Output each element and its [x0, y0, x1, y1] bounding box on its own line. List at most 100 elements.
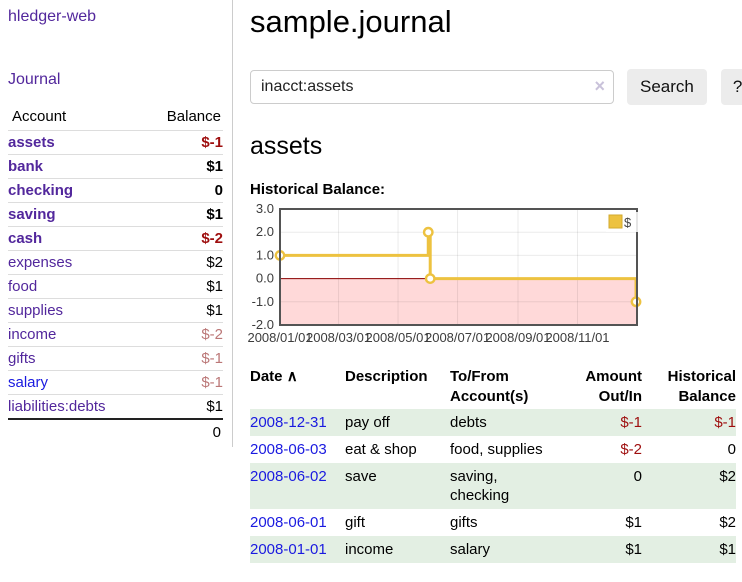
transaction-accounts: gifts — [450, 514, 478, 531]
account-name-cell: assets — [8, 130, 141, 155]
date-header-label: Date — [250, 368, 283, 385]
accounts-table-body: assets $-1 bank $1 checking 0 saving $1 cash $-2 e… — [8, 130, 223, 420]
transaction-accounts: debts — [450, 414, 487, 431]
svg-text:-2.0: -2.0 — [252, 317, 274, 332]
search-input[interactable] — [250, 70, 614, 104]
sidebar-account-link-cash[interactable]: cash — [8, 230, 43, 247]
date-sort-header[interactable]: Date ∧ — [250, 365, 345, 409]
account-row: salary $-1 — [8, 370, 223, 395]
account-name-cell: income — [8, 322, 141, 347]
account-name-cell: bank — [8, 154, 141, 179]
transaction-balance: $-1 — [714, 414, 736, 431]
transaction-row: 2008-12-31 pay off debts $-1 $-1 — [250, 409, 736, 436]
sidebar-account-link-expenses[interactable]: expenses — [8, 254, 73, 271]
transaction-description: pay off — [345, 414, 390, 431]
sort-ascending-icon: ∧ — [286, 368, 298, 385]
account-balance: $1 — [140, 154, 223, 179]
account-row: assets $-1 — [8, 130, 223, 155]
sidebar-account-link-gifts[interactable]: gifts — [8, 350, 36, 367]
sidebar-item-journal[interactable]: Journal — [8, 71, 61, 88]
transaction-date-link[interactable]: 2008-06-03 — [250, 441, 327, 458]
account-balance: $2 — [140, 250, 223, 275]
chart-heading: Historical Balance: — [250, 181, 386, 198]
account-name-cell: liabilities:debts — [8, 394, 141, 420]
account-name-cell: supplies — [8, 298, 141, 323]
svg-text:3.0: 3.0 — [256, 201, 274, 216]
sidebar: hledger-web Journal Account Balance asse… — [0, 0, 233, 447]
account-balance: $-1 — [140, 370, 223, 395]
sidebar-account-link-supplies[interactable]: supplies — [8, 302, 64, 319]
svg-text:1.0: 1.0 — [256, 247, 274, 262]
tofrom-header: To/From Account(s) — [450, 368, 529, 405]
register-header-row: Date ∧ Description To/From Account(s) Am… — [250, 365, 736, 409]
transaction-description: save — [345, 468, 377, 485]
transaction-row: 2008-06-02 save saving, checking 0 $2 — [250, 463, 736, 509]
sidebar-account-link-liabilities-debts[interactable]: liabilities:debts — [8, 398, 106, 415]
svg-text:2008/05/01: 2008/05/01 — [365, 330, 430, 345]
account-name-cell: expenses — [8, 250, 141, 275]
svg-text:$: $ — [624, 215, 632, 230]
account-name-cell: saving — [8, 202, 141, 227]
svg-text:0.0: 0.0 — [256, 271, 274, 286]
account-name-cell: food — [8, 274, 141, 299]
account-row: cash $-2 — [8, 226, 223, 251]
sidebar-account-link-checking[interactable]: checking — [8, 182, 74, 199]
transaction-row: 2008-06-01 gift gifts $1 $2 — [250, 509, 736, 536]
account-balance: $-2 — [140, 226, 223, 251]
transaction-date-link[interactable]: 2008-01-01 — [250, 541, 327, 558]
account-row: gifts $-1 — [8, 346, 223, 371]
historical-balance-chart: $3.0 2.0 1.0 0.0 -1.0 -2.02008/01/012008/03/0… — [247, 201, 642, 345]
app-brand-link[interactable]: hledger-web — [8, 8, 97, 25]
transaction-amount: $-1 — [620, 414, 642, 431]
transaction-description: eat & shop — [345, 441, 417, 458]
sidebar-account-link-bank[interactable]: bank — [8, 158, 44, 175]
account-row: bank $1 — [8, 154, 223, 179]
register-table-body: 2008-12-31 pay off debts $-1 $-1 2008-06-03 ea… — [250, 409, 736, 563]
sidebar-account-link-salary[interactable]: salary — [8, 374, 49, 391]
accounts-col-balance: Balance — [140, 106, 223, 131]
account-row: liabilities:debts $1 — [8, 394, 223, 420]
transaction-row: 2008-06-03 eat & shop food, supplies $-2 0 — [250, 436, 736, 463]
account-row: expenses $2 — [8, 250, 223, 275]
search-button[interactable]: Search — [627, 69, 707, 105]
transaction-accounts: salary — [450, 541, 491, 558]
transaction-date-cell: 2008-01-01 — [250, 536, 345, 563]
transaction-balance: $2 — [719, 468, 736, 485]
main-content: sample.journal × Search ? assets Histori… — [234, 0, 742, 563]
account-name-cell: checking — [8, 178, 141, 203]
register-account-title: assets — [250, 132, 323, 160]
transaction-description: gift — [345, 514, 366, 531]
register-table: Date ∧ Description To/From Account(s) Am… — [250, 365, 736, 563]
svg-text:2008/01/01: 2008/01/01 — [247, 330, 312, 345]
transaction-date-link[interactable]: 2008-06-01 — [250, 514, 327, 531]
accounts-header-row: Account Balance — [8, 106, 223, 131]
transaction-balance: $2 — [719, 514, 736, 531]
account-balance: $1 — [140, 274, 223, 299]
account-name-cell: gifts — [8, 346, 141, 371]
account-row: saving $1 — [8, 202, 223, 227]
account-balance: $1 — [140, 202, 223, 227]
search-bar: × Search ? — [250, 69, 742, 105]
sidebar-account-link-saving[interactable]: saving — [8, 206, 56, 223]
accounts-total-value: 0 — [8, 418, 223, 445]
sidebar-account-link-assets[interactable]: assets — [8, 134, 55, 151]
svg-text:2008/09/01: 2008/09/01 — [485, 330, 550, 345]
accounts-table: Account Balance assets $-1 bank $1 checking 0… — [8, 106, 223, 445]
sidebar-account-link-food[interactable]: food — [8, 278, 38, 295]
transaction-date-link[interactable]: 2008-06-02 — [250, 468, 327, 485]
transaction-date-link[interactable]: 2008-12-31 — [250, 414, 327, 431]
svg-text:-1.0: -1.0 — [252, 294, 274, 309]
transaction-accounts: food, supplies — [450, 441, 543, 458]
amount-header: Amount Out/In — [585, 368, 642, 405]
sidebar-account-link-income[interactable]: income — [8, 326, 57, 343]
clear-search-icon[interactable]: × — [594, 76, 605, 96]
account-row: food $1 — [8, 274, 223, 299]
transaction-date-cell: 2008-06-02 — [250, 463, 345, 509]
description-header: Description — [345, 368, 428, 385]
transaction-amount: $-2 — [620, 441, 642, 458]
svg-text:2.0: 2.0 — [256, 224, 274, 239]
transaction-balance: 0 — [727, 441, 736, 458]
transaction-description: income — [345, 541, 394, 558]
search-help-button[interactable]: ? — [720, 69, 742, 105]
transaction-balance: $1 — [719, 541, 736, 558]
